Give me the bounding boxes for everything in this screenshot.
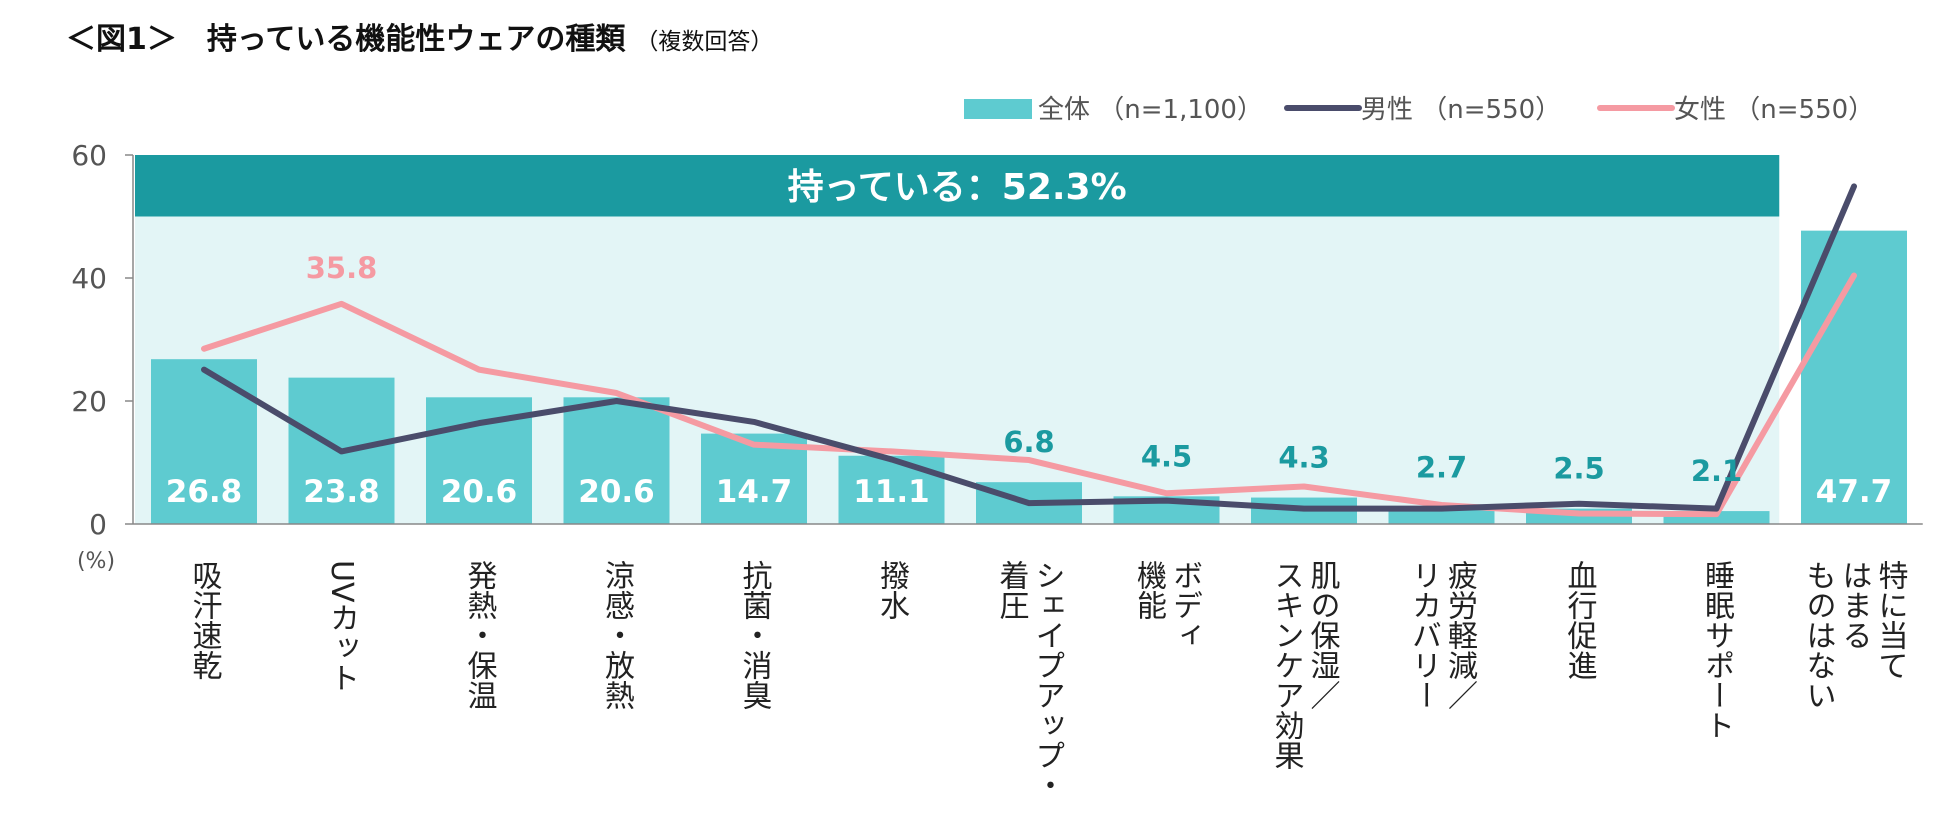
- legend-swatch-0: [964, 99, 1032, 119]
- y-tick-label: 60: [71, 139, 107, 172]
- y-tick-label: 0: [89, 508, 107, 541]
- category-label-5-0: 撥水: [874, 560, 909, 620]
- y-unit-label: (%): [77, 549, 115, 574]
- category-label-7-1: 機能: [1131, 560, 1167, 620]
- chart-title-main: ＜図1＞ 持っている機能性ウェアの種類: [66, 22, 626, 57]
- category-label-6-0: シェイプアップ・: [1030, 560, 1065, 800]
- value-label-7: 4.5: [1141, 439, 1192, 473]
- category-label-9-1: リカバリー: [1406, 560, 1441, 710]
- legend-label-0: 全体 （n=1,100）: [1038, 95, 1263, 125]
- value-label-10: 2.5: [1553, 452, 1604, 486]
- holding-annotation: 持っている：52.3%: [788, 167, 1127, 208]
- category-label-12-0: 特に当て: [1873, 560, 1908, 680]
- category-label-0-0: 吸汗速乾: [187, 560, 222, 680]
- female-highlight-label: 35.8: [306, 251, 378, 285]
- category-label-3-0: 涼感・放熱: [599, 560, 635, 710]
- category-label-4-0: 抗菌・消臭: [737, 560, 773, 710]
- value-label-4: 14.7: [716, 474, 793, 510]
- bar-5: [838, 455, 945, 524]
- value-label-0: 26.8: [166, 474, 243, 510]
- category-label-8-1: スキンケア効果: [1269, 560, 1304, 770]
- chart-title: ＜図1＞ 持っている機能性ウェアの種類 （複数回答）: [66, 14, 773, 64]
- category-label-12-2: ものはない: [1801, 560, 1836, 710]
- value-label-5: 11.1: [853, 474, 930, 510]
- value-label-2: 20.6: [441, 474, 518, 510]
- value-label-9: 2.7: [1416, 450, 1467, 484]
- category-label-8-0: 肌の保湿／: [1305, 560, 1341, 710]
- category-label-2-0: 発熱・保温: [462, 560, 498, 710]
- holding-band: [135, 155, 1780, 217]
- category-label-9-0: 疲労軽減／: [1442, 560, 1478, 710]
- category-label-1-0: UVカット: [324, 560, 359, 692]
- legend-label-2: 女性 （n=550）: [1674, 95, 1874, 125]
- chart-title-sub: （複数回答）: [635, 29, 774, 55]
- value-label-11: 2.1: [1691, 454, 1742, 488]
- category-label-7-0: ボディ: [1167, 560, 1202, 650]
- line-female: [201, 272, 1857, 518]
- category-label-10-0: 血行促進: [1562, 560, 1598, 680]
- value-label-3: 20.6: [578, 474, 655, 510]
- value-label-12: 47.7: [1816, 474, 1893, 510]
- y-tick-label: 40: [71, 262, 107, 295]
- value-label-6: 6.8: [1003, 425, 1054, 459]
- category-label-12-1: はまる: [1837, 560, 1872, 650]
- value-label-1: 23.8: [303, 474, 380, 510]
- category-label-11-0: 睡眠サポート: [1699, 560, 1734, 740]
- category-label-6-1: 着圧: [994, 560, 1030, 620]
- bar-0: [151, 359, 257, 524]
- y-tick-label: 20: [71, 385, 107, 418]
- value-label-8: 4.3: [1278, 441, 1329, 475]
- line-male: [201, 183, 1857, 512]
- legend-label-1: 男性 （n=550）: [1361, 95, 1561, 125]
- bar-3: [563, 397, 670, 524]
